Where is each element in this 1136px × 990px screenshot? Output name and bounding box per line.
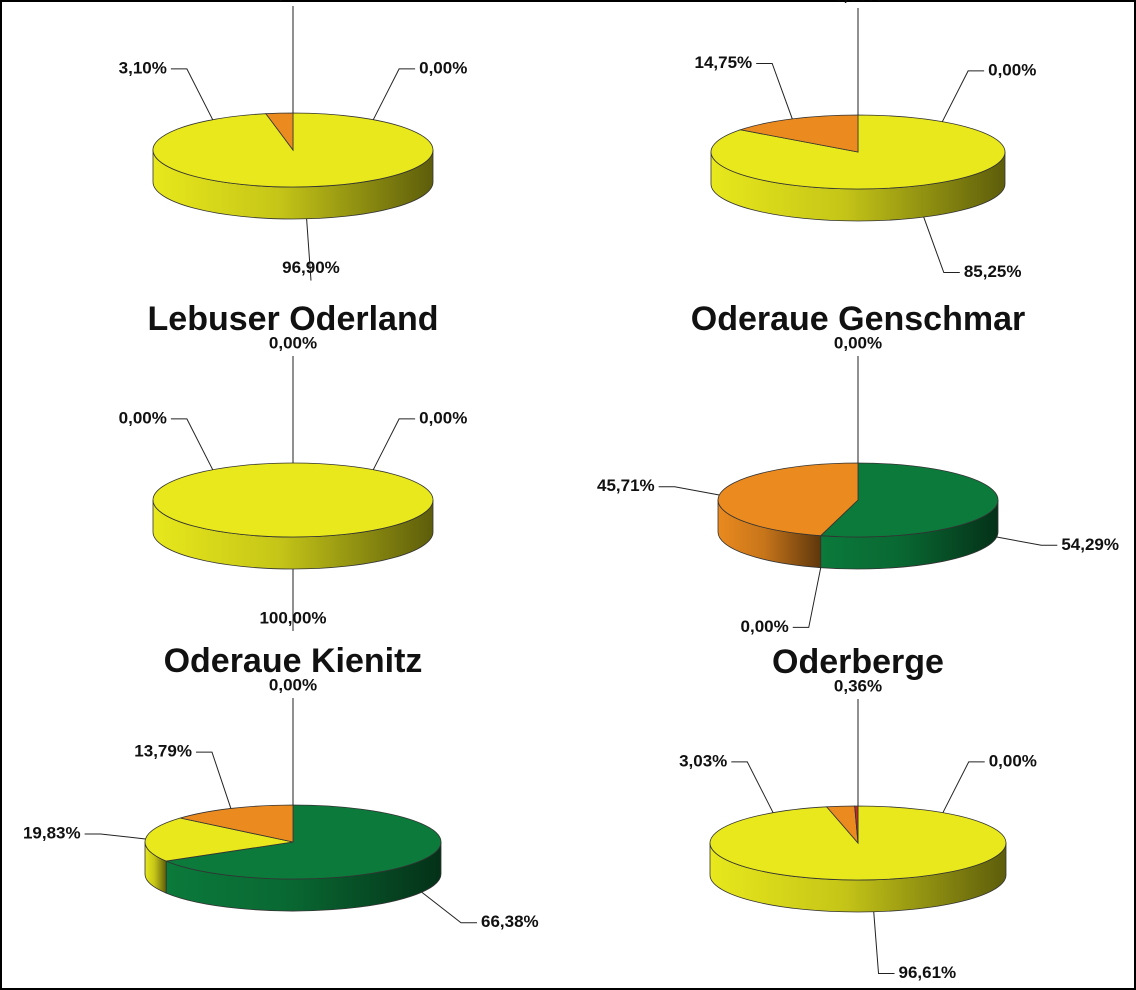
slice — [164, 804, 442, 912]
data-label: 0,00% — [988, 60, 1036, 79]
leader-line — [84, 833, 146, 840]
data-label: 13,79% — [134, 742, 192, 761]
slice-top — [717, 462, 859, 537]
chart-title: Oderaue Kienitz — [164, 642, 423, 680]
data-label: 66,38% — [481, 912, 539, 931]
data-label: 0,00% — [119, 408, 167, 427]
data-label: 19,83% — [23, 823, 81, 842]
leader-line — [873, 911, 895, 974]
slice-top — [152, 462, 434, 538]
data-label: 0,00% — [741, 617, 789, 636]
slice — [144, 817, 294, 894]
slice-top — [819, 462, 999, 538]
data-label: 0,00% — [419, 58, 467, 77]
data-label: 0,00% — [834, 0, 882, 4]
leader-line — [941, 70, 985, 122]
data-label: 0,00% — [989, 751, 1037, 770]
data-label: 54,29% — [1061, 535, 1119, 554]
leader-line — [731, 761, 774, 813]
data-label: 0,00% — [269, 675, 317, 694]
data-label: 96,61% — [899, 963, 957, 982]
leader-line — [372, 68, 416, 120]
leader-line — [170, 68, 214, 120]
leader-line — [658, 486, 720, 496]
data-label: 45,71% — [597, 476, 655, 495]
data-label: 0,36% — [834, 676, 882, 695]
data-label: 96,90% — [282, 258, 340, 277]
slice — [180, 804, 294, 843]
data-label: 14,75% — [695, 53, 753, 72]
chart-title: Oderberge — [772, 643, 944, 681]
slice-top — [164, 804, 442, 880]
leader-line — [170, 418, 214, 470]
leader-line — [372, 418, 416, 470]
data-label: 3,10% — [119, 58, 167, 77]
slice — [152, 462, 434, 570]
leader-line — [306, 218, 312, 281]
data-label: 100,00% — [259, 608, 326, 627]
data-label: 3,03% — [679, 751, 727, 770]
slice-top — [180, 804, 294, 843]
slice-top — [144, 817, 294, 862]
data-label: 0,00% — [269, 0, 317, 2]
data-label: 0,00% — [269, 333, 317, 352]
leader-line — [996, 536, 1058, 546]
data-label: 0,00% — [419, 408, 467, 427]
leader-line — [942, 761, 985, 813]
leader-line — [421, 891, 478, 924]
data-label: 0,00% — [834, 333, 882, 352]
leader-line — [195, 751, 232, 809]
leader-line — [923, 216, 960, 274]
chart-title: Lebuser Oderland — [148, 300, 439, 338]
leader-line — [792, 567, 822, 628]
leader-line — [756, 62, 793, 120]
slice — [717, 462, 859, 569]
data-label: 85,25% — [964, 262, 1022, 281]
chart-title: Oderaue Genschmar — [691, 300, 1025, 338]
